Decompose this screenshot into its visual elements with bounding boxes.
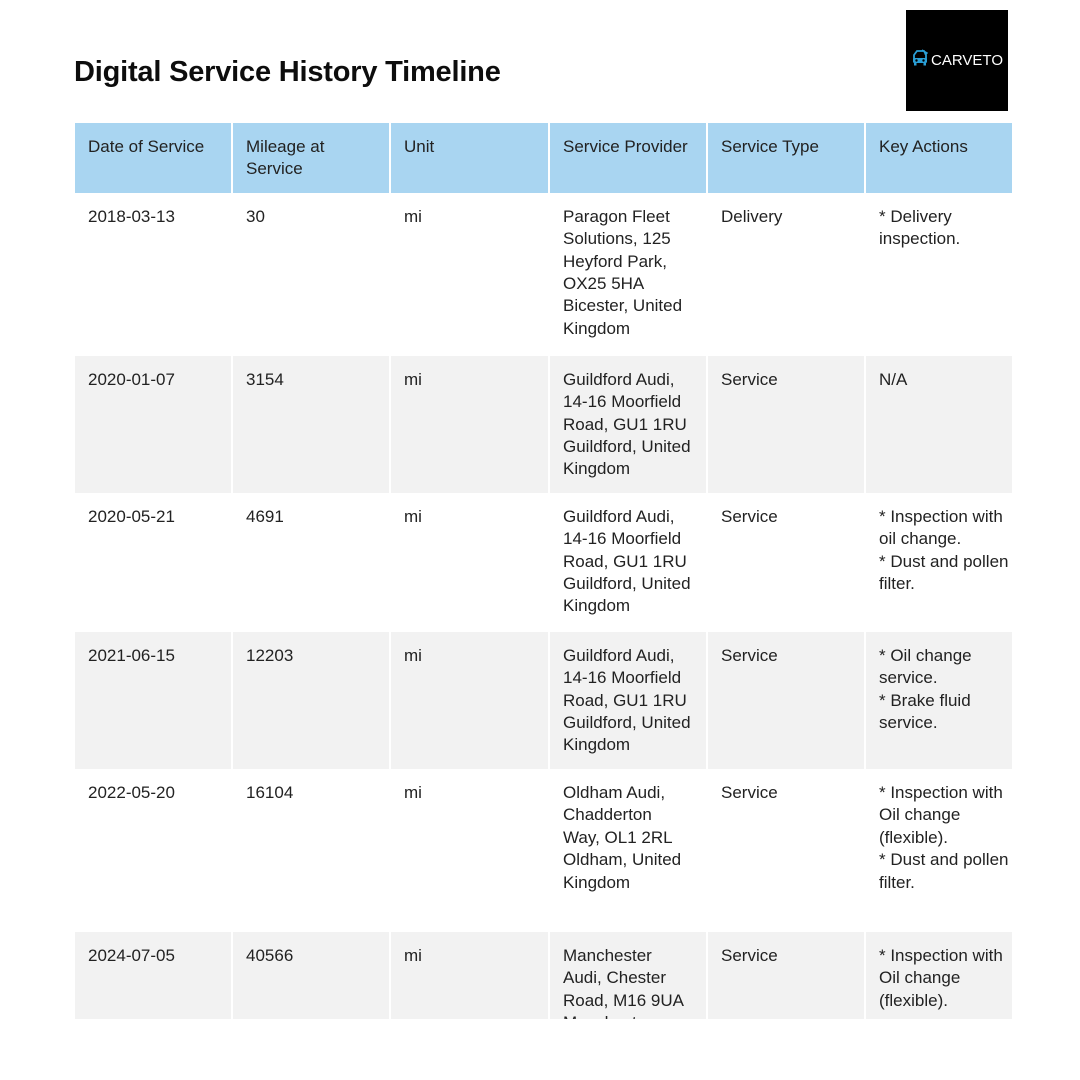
cell-unit: mi <box>391 768 548 932</box>
cell-date: 2020-05-21 <box>75 492 231 632</box>
cell-key-actions: * Inspection with Oil change (flexible).… <box>866 768 1012 932</box>
cell-service-type: Service <box>708 492 864 632</box>
cell-key-actions: * Delivery inspection. <box>866 192 1012 356</box>
column-header-date: Date of Service <box>75 123 231 193</box>
cell-provider: Guildford Audi, 14-16 Moorfield Road, GU… <box>550 355 706 493</box>
key-action-item: N/A <box>879 369 908 389</box>
key-action-item: * Inspection with Oil change (flexible). <box>879 782 1003 847</box>
key-action-item: * Inspection with Oil change (flexible). <box>879 945 1003 1010</box>
table-header-row: Date of Service Mileage at Service Unit … <box>75 123 1012 193</box>
key-action-item: * Dust and pollen filter. <box>879 551 1009 594</box>
table-row: 2020-05-21 4691 mi Guildford Audi, 14-16… <box>75 492 1012 632</box>
table-row: 2021-06-15 12203 mi Guildford Audi, 14-1… <box>75 631 1012 769</box>
cell-unit: mi <box>391 192 548 356</box>
cell-provider: Guildford Audi, 14-16 Moorfield Road, GU… <box>550 631 706 769</box>
key-action-item: * Brake fluid service. <box>879 690 971 733</box>
cell-date: 2022-05-20 <box>75 768 231 932</box>
cell-provider: Manchester Audi, Chester Road, M16 9UA M… <box>550 931 706 1019</box>
key-action-item: * Dust and pollen filter. <box>879 850 1009 892</box>
cell-date: 2021-06-15 <box>75 631 231 769</box>
brand-logo: CARVETO <box>906 10 1008 111</box>
cell-date: 2018-03-13 <box>75 192 231 356</box>
cell-key-actions: * Oil change service. * Brake fluid serv… <box>866 631 1012 769</box>
cell-key-actions: * Inspection with oil change. * Dust and… <box>866 492 1012 632</box>
column-header-provider: Service Provider <box>550 123 706 193</box>
car-seat-icon <box>911 49 929 72</box>
table-row: 2022-05-20 16104 mi Oldham Audi, Chadder… <box>75 768 1012 932</box>
cell-key-actions: * Inspection with Oil change (flexible). <box>866 931 1012 1019</box>
table-row: 2024-07-05 40566 mi Manchester Audi, Che… <box>75 931 1012 1019</box>
cell-unit: mi <box>391 355 548 493</box>
page-title: Digital Service History Timeline <box>74 56 501 88</box>
brand-name: CARVETO <box>931 52 1003 69</box>
column-header-unit: Unit <box>391 123 548 193</box>
table-row: 2018-03-13 30 mi Paragon Fleet Solutions… <box>75 192 1012 356</box>
cell-mileage: 3154 <box>233 355 389 493</box>
service-history-table-container: Date of Service Mileage at Service Unit … <box>75 123 1012 1019</box>
cell-unit: mi <box>391 492 548 632</box>
cell-service-type: Service <box>708 355 864 493</box>
column-header-mileage: Mileage at Service <box>233 123 389 193</box>
cell-mileage: 30 <box>233 192 389 356</box>
cell-unit: mi <box>391 631 548 769</box>
column-header-service-type: Service Type <box>708 123 864 193</box>
cell-provider: Guildford Audi, 14-16 Moorfield Road, GU… <box>550 492 706 632</box>
cell-service-type: Service <box>708 931 864 1019</box>
cell-mileage: 12203 <box>233 631 389 769</box>
cell-provider: Paragon Fleet Solutions, 125 Heyford Par… <box>550 192 706 356</box>
key-action-item: * Delivery inspection. <box>879 206 961 249</box>
cell-key-actions: N/A <box>866 355 1012 493</box>
cell-mileage: 16104 <box>233 768 389 932</box>
service-history-table: Date of Service Mileage at Service Unit … <box>75 123 1012 1019</box>
cell-service-type: Delivery <box>708 192 864 356</box>
cell-mileage: 4691 <box>233 492 389 632</box>
key-action-item: * Oil change service. <box>879 645 972 688</box>
cell-unit: mi <box>391 931 548 1019</box>
cell-date: 2020-01-07 <box>75 355 231 493</box>
cell-date: 2024-07-05 <box>75 931 231 1019</box>
table-row: 2020-01-07 3154 mi Guildford Audi, 14-16… <box>75 355 1012 493</box>
cell-service-type: Service <box>708 631 864 769</box>
key-action-item: * Inspection with oil change. <box>879 506 1003 549</box>
cell-service-type: Service <box>708 768 864 932</box>
cell-provider: Oldham Audi, Chadderton Way, OL1 2RL Old… <box>550 768 706 932</box>
cell-mileage: 40566 <box>233 931 389 1019</box>
column-header-key-actions: Key Actions <box>866 123 1012 193</box>
